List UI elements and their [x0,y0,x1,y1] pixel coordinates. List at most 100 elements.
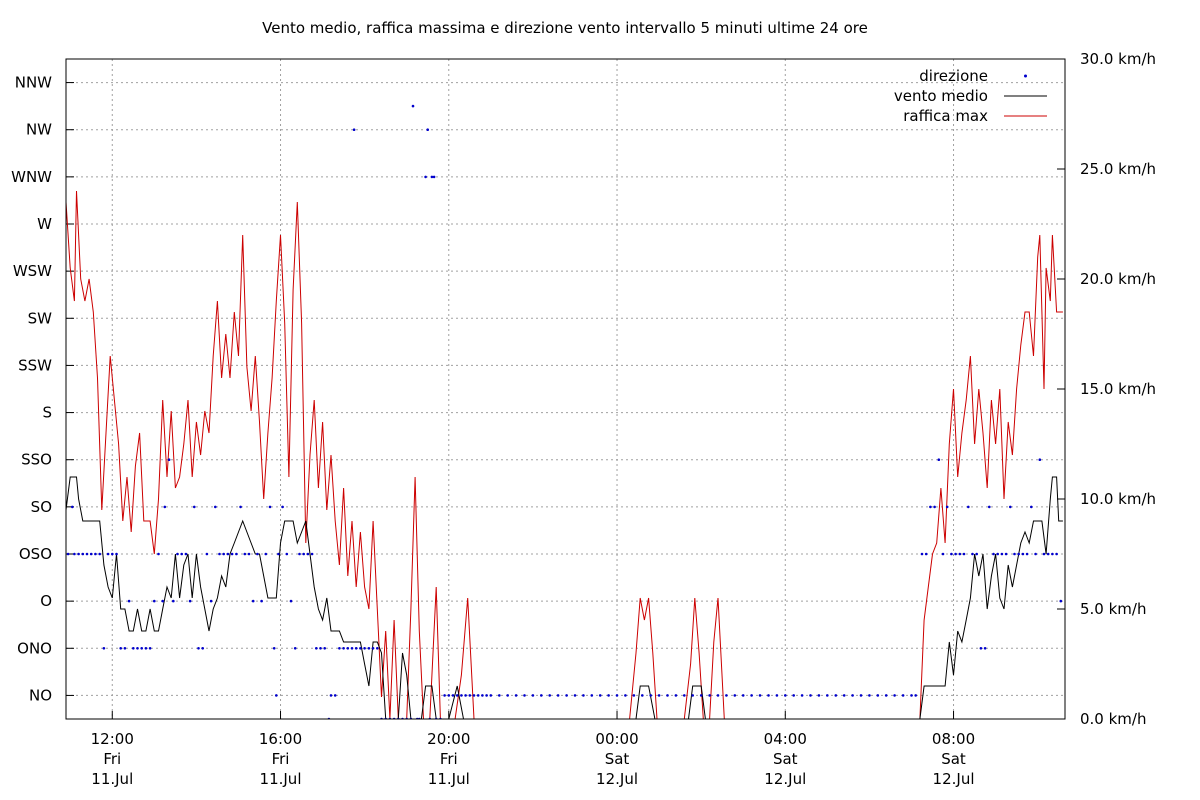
point-direzione [222,552,225,556]
point-direzione [172,599,175,603]
point-direzione [988,505,991,509]
point-direzione [205,552,209,556]
y-right-tick-label: 0.0 km/h [1080,710,1146,728]
point-direzione [498,694,501,697]
point-direzione [163,505,167,509]
point-direzione [962,552,966,556]
x-tick-label-time: 16:00 [259,730,302,748]
point-direzione [699,694,703,697]
point-direzione [657,694,661,697]
point-direzione [784,694,787,697]
y-right-tick-label: 10.0 km/h [1080,490,1156,508]
point-direzione [615,694,619,697]
point-direzione [247,552,251,556]
point-direzione [683,694,686,697]
y-left-tick-label: WSW [13,262,52,280]
point-direzione [176,552,179,556]
x-tick-label-day: Sat [773,750,798,768]
point-direzione [66,552,70,556]
point-direzione [792,694,795,697]
y-left-tick-label: OSO [19,545,52,563]
point-direzione [277,552,280,556]
x-tick-label-date: 11.Jul [260,770,302,788]
point-direzione [950,552,953,556]
point-direzione [230,552,234,556]
point-direzione [971,552,974,556]
point-direzione [411,104,415,108]
point-direzione [315,647,318,650]
legend-label: direzione [919,67,988,85]
point-direzione [115,552,118,556]
point-direzione [359,647,362,650]
point-direzione [472,694,476,697]
point-direzione [98,552,101,556]
point-direzione [188,599,192,603]
point-direzione [1055,552,1058,556]
y-left-tick-label: SO [31,498,52,516]
point-direzione [733,694,737,697]
point-direzione [632,694,636,697]
point-direzione [901,694,905,697]
point-direzione [556,694,560,697]
point-direzione [967,505,970,509]
point-direzione [1030,505,1033,509]
point-direzione [1004,552,1008,556]
point-direzione [432,175,436,179]
x-tick-label-day: Fri [440,750,458,768]
point-direzione [323,647,327,650]
point-direzione [979,647,983,650]
point-direzione [607,694,610,697]
point-direzione [582,694,585,697]
point-direzione [996,552,999,556]
point-direzione [226,552,230,556]
point-direzione [167,458,171,462]
x-tick-label-date: 11.Jul [428,770,470,788]
point-direzione [945,505,949,509]
point-direzione [424,175,427,179]
point-direzione [910,694,913,697]
y-left-tick-label: NO [29,686,52,704]
point-direzione [214,505,217,509]
point-direzione [460,694,463,697]
point-direzione [144,647,148,650]
point-direzione [983,647,987,650]
y-left-tick-label: ONO [17,639,52,657]
point-direzione [741,694,745,697]
point-direzione [464,694,467,697]
point-direzione [264,552,268,556]
point-direzione [239,505,242,509]
point-direzione [666,694,669,697]
series-raffica-max [66,190,1063,719]
point-direzione [451,694,455,697]
point-direzione [333,694,337,697]
point-direzione [289,599,293,603]
point-direzione [77,552,80,556]
point-direzione [1000,552,1004,556]
point-direzione [598,694,602,697]
point-direzione [868,694,871,697]
point-direzione [281,505,284,509]
point-direzione [817,694,821,697]
plot-area [66,104,1063,719]
y-left-tick-label: SW [28,309,53,327]
x-tick-label-date: 12.Jul [596,770,638,788]
y-left-tick-label: NNW [15,74,52,92]
point-direzione [338,647,341,650]
point-direzione [127,599,131,603]
x-tick-label-time: 20:00 [427,730,470,748]
point-direzione [937,458,941,462]
point-direzione [876,694,880,697]
point-direzione [540,694,543,697]
point-direzione [514,694,518,697]
point-direzione [132,647,135,650]
point-direzione [476,694,480,697]
point-direzione [914,694,917,697]
legend-label: vento medio [894,87,988,105]
point-direzione [235,552,238,556]
point-direzione [193,505,196,509]
point-direzione [426,128,430,131]
y-left-tick-label: SSW [18,356,52,374]
y-left-tick-label: SSO [21,451,52,469]
point-direzione [346,647,350,650]
x-tick-label-time: 04:00 [764,730,807,748]
